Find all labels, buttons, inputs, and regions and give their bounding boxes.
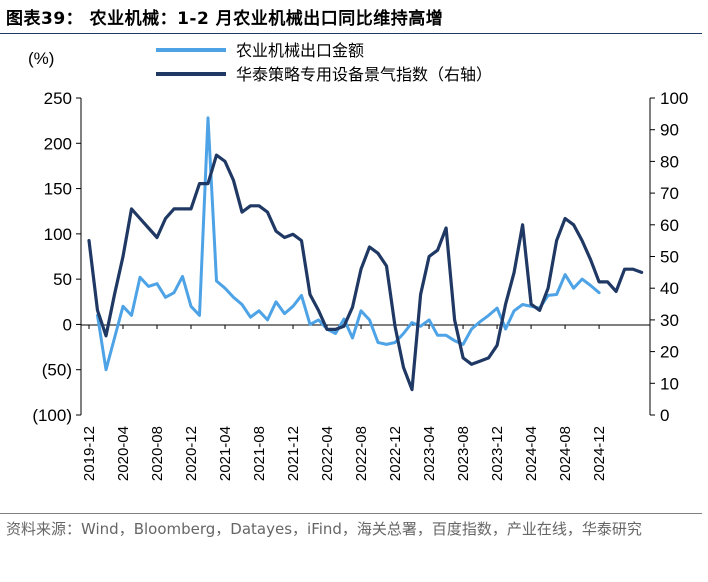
- y-right-tick-label: 100: [660, 89, 688, 108]
- x-tick-label: 2021-08: [251, 426, 268, 481]
- x-tick-label: 2023-12: [489, 426, 506, 481]
- series-line-export: [96, 116, 601, 372]
- figure-title: 图表39： 农业机械：1-2 月农业机械出口同比维持高增: [6, 9, 444, 29]
- y-right-tick-label: 0: [660, 406, 669, 425]
- x-tick-label: 2019-12: [81, 426, 98, 481]
- x-tick-label: 2021-04: [217, 426, 234, 481]
- y-left-tick-label: (50): [42, 361, 72, 380]
- y-left-tick-label: 200: [44, 134, 72, 153]
- series-line-index: [87, 153, 644, 392]
- y-left-tick-label: 150: [44, 180, 72, 199]
- y-right-tick-label: 30: [660, 311, 679, 330]
- y-right-tick-label: 70: [660, 184, 679, 203]
- x-tick-label: 2023-04: [421, 426, 438, 481]
- y-right-tick-label: 80: [660, 152, 679, 171]
- y-right-tick-label: 10: [660, 374, 679, 393]
- source-note: 资料来源：Wind，Bloomberg，Datayes，iFind，海关总署，百…: [6, 520, 642, 538]
- x-tick-label: 2022-12: [387, 426, 404, 481]
- y-right-tick-label: 90: [660, 121, 679, 140]
- legend-label-index: 华泰策略专用设备景气指数（右轴）: [236, 65, 492, 84]
- line-chart: (%) 农业机械出口金额 华泰策略专用设备景气指数（右轴） 2502001501…: [28, 41, 688, 481]
- y-left-tick-label: 50: [53, 270, 72, 289]
- legend-label-export: 农业机械出口金额: [236, 41, 364, 60]
- series-lines: [87, 116, 644, 392]
- title-divider: [0, 33, 702, 34]
- x-tick-label: 2021-12: [285, 426, 302, 481]
- x-tick-label: 2024-08: [557, 426, 574, 481]
- y-left-tick-label: 0: [63, 315, 72, 334]
- x-tick-label: 2020-08: [149, 426, 166, 481]
- x-tick-label: 2024-12: [591, 426, 608, 481]
- y-unit-label: (%): [28, 49, 54, 68]
- y-left-tick-label: 100: [44, 225, 72, 244]
- y-right-tick-label: 20: [660, 343, 679, 362]
- y-right-tick-label: 40: [660, 279, 679, 298]
- legend: 农业机械出口金额 华泰策略专用设备景气指数（右轴）: [156, 41, 492, 84]
- x-tick-label: 2024-04: [523, 426, 540, 481]
- x-tick-label: 2022-08: [353, 426, 370, 481]
- x-tick-label: 2020-12: [183, 426, 200, 481]
- y-left-tick-label: 250: [44, 89, 72, 108]
- source-divider: [0, 513, 702, 514]
- x-tick-label: 2022-04: [319, 426, 336, 481]
- axes: 250200150100500(50)(100)1009080706050403…: [32, 89, 688, 481]
- y-right-tick-label: 60: [660, 216, 679, 235]
- x-tick-label: 2020-04: [115, 426, 132, 481]
- y-right-tick-label: 50: [660, 248, 679, 267]
- x-tick-label: 2023-08: [455, 426, 472, 481]
- y-left-tick-label: (100): [32, 406, 72, 425]
